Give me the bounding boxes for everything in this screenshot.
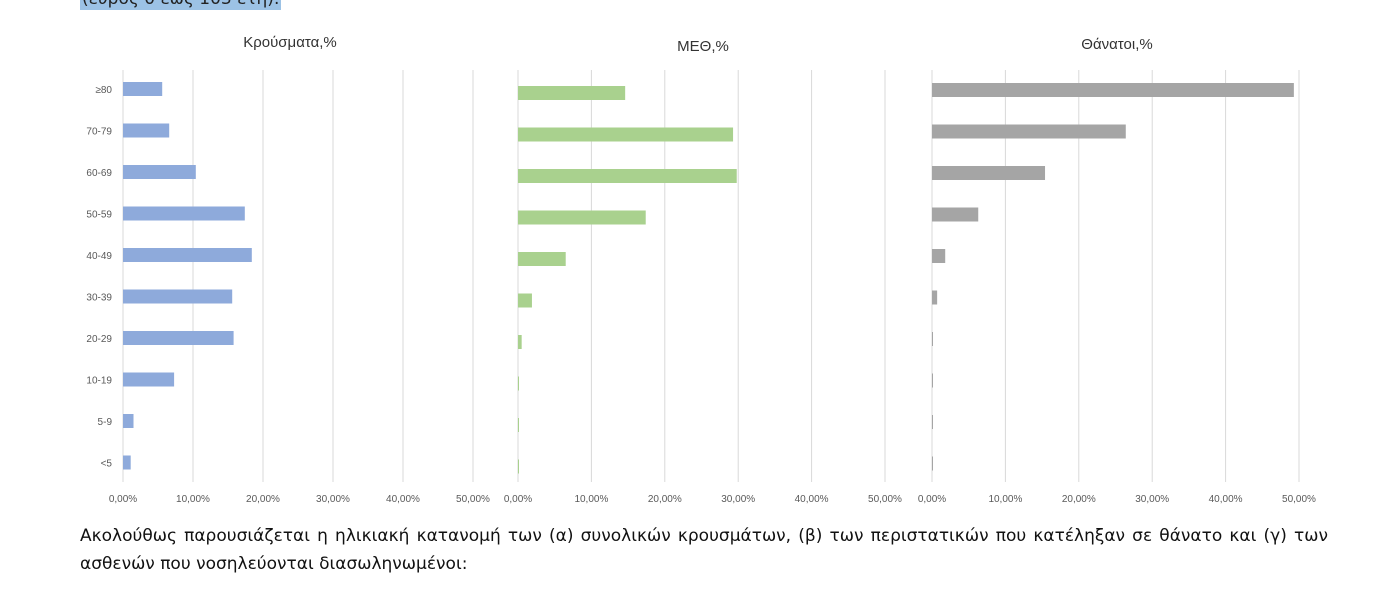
bar-60-69 — [932, 166, 1046, 180]
bar-<5 — [932, 456, 933, 471]
chart-title: Θάνατοι,% — [1081, 36, 1152, 53]
y-tick-label: <5 — [101, 459, 113, 470]
y-tick-label: 5-9 — [98, 417, 113, 428]
highlighted-text: (εύρος 0 έως 103 έτη). — [80, 0, 282, 10]
bar-30-39 — [518, 293, 532, 308]
x-tick-label: 50,00% — [868, 494, 902, 505]
x-tick-label: 30,00% — [1135, 494, 1169, 505]
x-tick-label: 0,00% — [109, 494, 137, 505]
bar-5-9 — [518, 418, 519, 432]
x-tick-label: 50,00% — [456, 494, 490, 505]
x-tick-label: 30,00% — [721, 494, 755, 505]
y-tick-label: ≥80 — [95, 85, 112, 96]
bar-20-29 — [932, 332, 933, 346]
bar-20-29 — [123, 331, 234, 345]
chart-title: ΜΕΘ,% — [677, 38, 729, 55]
y-tick-label: 20-29 — [86, 334, 112, 345]
bar-30-39 — [932, 290, 938, 305]
bar-40-49 — [123, 248, 252, 262]
paragraph: Ακολούθως παρουσιάζεται η ηλικιακή καταν… — [80, 526, 1328, 574]
x-tick-label: 40,00% — [1209, 494, 1243, 505]
bar-70-79 — [932, 124, 1126, 139]
x-tick-label: 30,00% — [316, 494, 350, 505]
bar-10-19 — [123, 372, 175, 387]
x-tick-label: 40,00% — [386, 494, 420, 505]
y-tick-label: 10-19 — [86, 376, 112, 387]
bar-10-19 — [518, 376, 519, 391]
x-tick-label: 20,00% — [648, 494, 682, 505]
bar-70-79 — [518, 127, 734, 142]
charts: Κρούσματα,% 0,00% 10,00% 20,00% 30,00% 40,00%… — [86, 34, 1316, 505]
bar-≥80 — [518, 86, 626, 100]
bar-<5 — [123, 455, 131, 470]
bar-30-39 — [123, 289, 233, 304]
bar-40-49 — [518, 252, 566, 266]
x-tick-label: 10,00% — [988, 494, 1022, 505]
x-tick-label: 50,00% — [1282, 494, 1316, 505]
x-tick-label: 40,00% — [795, 494, 829, 505]
bar-60-69 — [518, 169, 737, 183]
bar-60-69 — [123, 165, 196, 179]
x-tick-label: 20,00% — [246, 494, 280, 505]
bar-20-29 — [518, 335, 522, 349]
y-tick-label: 60-69 — [86, 168, 112, 179]
bar-<5 — [518, 459, 519, 474]
y-tick-label: 70-79 — [86, 127, 112, 138]
bar-70-79 — [123, 123, 170, 138]
x-tick-label: 20,00% — [1062, 494, 1096, 505]
x-tick-label: 0,00% — [504, 494, 532, 505]
chart-title: Κρούσματα,% — [243, 34, 337, 51]
x-tick-label: 10,00% — [176, 494, 210, 505]
bar-50-59 — [518, 210, 646, 225]
y-tick-label: 50-59 — [86, 210, 112, 221]
x-tick-label: 0,00% — [918, 494, 946, 505]
bar-50-59 — [123, 206, 245, 221]
bar-5-9 — [932, 415, 933, 429]
bar-5-9 — [123, 414, 134, 428]
bar-10-19 — [932, 373, 933, 388]
bar-40-49 — [932, 249, 946, 263]
bar-50-59 — [932, 207, 979, 222]
bar-≥80 — [123, 82, 163, 96]
y-tick-label: 30-39 — [86, 293, 112, 304]
y-tick-label: 40-49 — [86, 251, 112, 262]
bar-≥80 — [932, 83, 1294, 97]
x-tick-label: 10,00% — [574, 494, 608, 505]
